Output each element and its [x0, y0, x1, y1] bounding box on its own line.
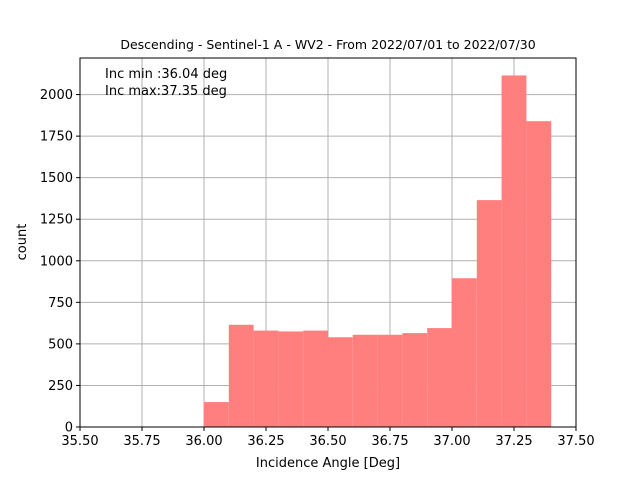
histogram-bar [204, 402, 229, 427]
y-tick-label: 2000 [40, 88, 73, 103]
histogram-bar [278, 331, 304, 427]
y-tick-label: 1500 [40, 171, 73, 186]
histogram-bar [427, 328, 452, 427]
y-tick-label: 1000 [40, 254, 73, 269]
histogram-bar [402, 333, 428, 427]
x-tick-label: 37.00 [433, 434, 470, 449]
x-tick-label: 36.50 [309, 434, 346, 449]
histogram-bars [204, 75, 552, 428]
y-tick-label: 1750 [40, 130, 73, 145]
histogram-bar [452, 278, 477, 427]
x-tick-label: 36.00 [185, 434, 222, 449]
y-tick-label: 500 [48, 337, 73, 352]
chart-title: Descending - Sentinel-1 A - WV2 - From 2… [120, 37, 535, 52]
histogram-bar [526, 121, 552, 427]
histogram-bar [228, 324, 254, 427]
histogram-bar [303, 330, 328, 427]
x-tick-label: 36.75 [371, 434, 408, 449]
y-axis-ticks: 0 250 500 750 1000 1250 1500 1750 2000 [40, 88, 80, 436]
histogram-bar [328, 337, 353, 427]
annotation-inc-min: Inc min :36.04 deg [105, 67, 227, 82]
x-tick-label: 35.50 [61, 434, 98, 449]
histogram-bar [352, 334, 378, 427]
y-tick-label: 0 [65, 421, 73, 436]
histogram-bar [501, 75, 527, 428]
x-axis-label: Incidence Angle [Deg] [256, 456, 400, 471]
x-tick-label: 35.75 [123, 434, 160, 449]
y-tick-label: 250 [48, 379, 73, 394]
x-tick-label: 37.50 [557, 434, 594, 449]
y-tick-label: 1250 [40, 213, 73, 228]
annotation-inc-max: Inc max:37.35 deg [105, 84, 227, 99]
y-tick-label: 750 [48, 296, 73, 311]
x-tick-label: 37.25 [495, 434, 532, 449]
histogram-bar [253, 330, 279, 427]
x-axis-ticks: 35.50 35.75 36.00 36.25 36.50 36.75 37.00 37.25… [61, 427, 595, 449]
histogram-bar [377, 334, 403, 427]
histogram-bar [476, 200, 502, 427]
x-tick-label: 36.25 [247, 434, 284, 449]
y-axis-label: count [15, 224, 30, 261]
